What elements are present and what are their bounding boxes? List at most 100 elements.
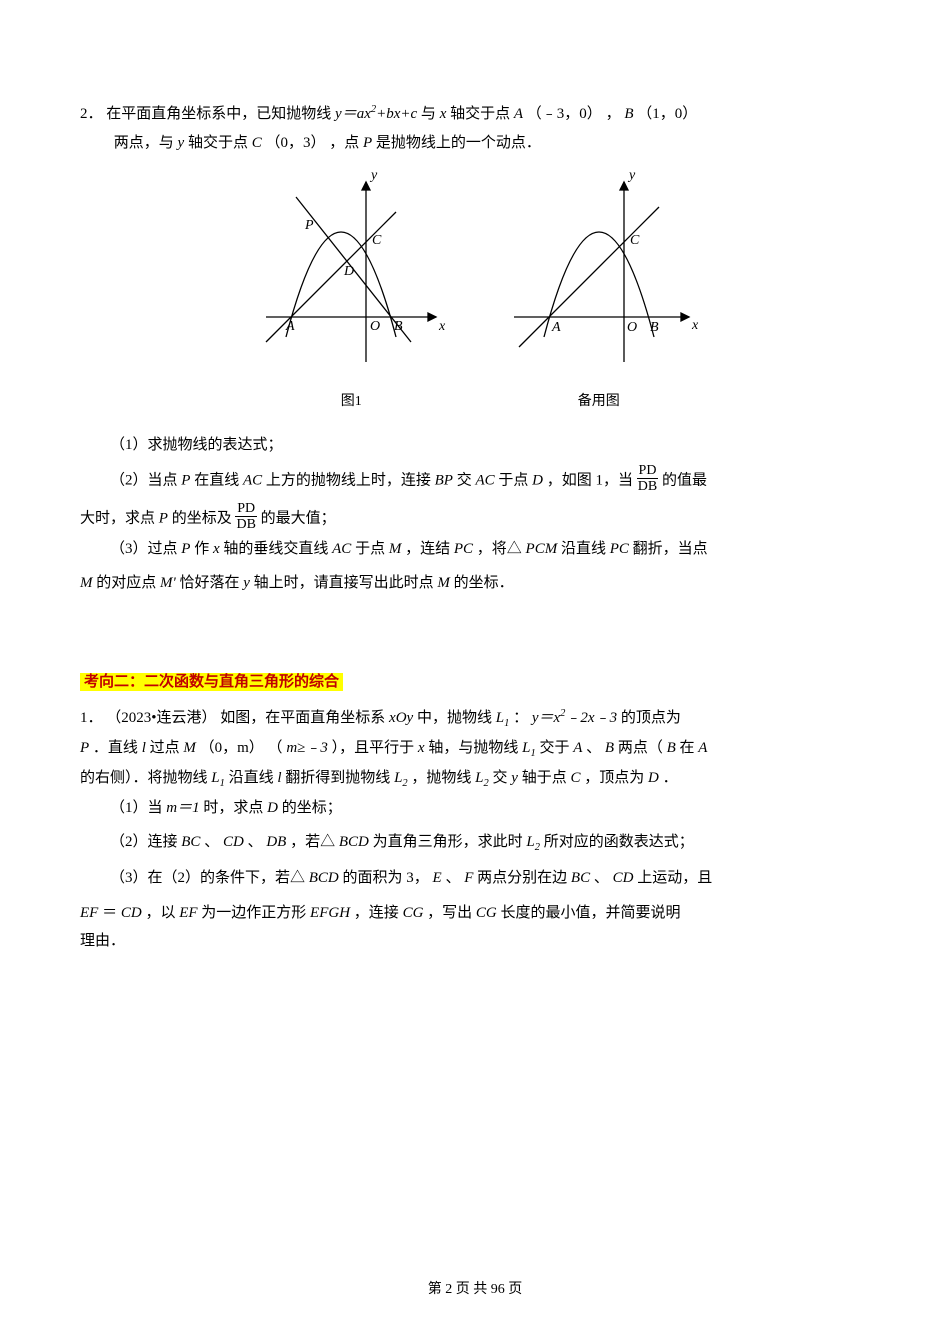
s2q2-c: 为直角三角形，求此时 (373, 834, 527, 850)
q2-f: ，如图 1，当 (547, 472, 637, 488)
s2-q3-line3: 理由． (80, 927, 870, 956)
fig2-o-label: O (627, 320, 637, 335)
fig2-a-label: A (551, 320, 561, 335)
problem-2: 2． 在平面直角坐标系中，已知抛物线 y＝ax2+bx+c 与 x 轴交于点 A… (80, 100, 870, 157)
s2-L2b: L2 (475, 770, 489, 786)
s2-q3-line2: EF ＝ CD ，以 EF 为一边作正方形 EFGH ，连接 CG ，写出 CG… (80, 899, 870, 928)
fig1-c-label: C (372, 233, 382, 248)
line2-a: 两点，与 (114, 135, 178, 151)
s2q2-bc: BC (181, 834, 200, 850)
s2-l2c: 过点 (150, 740, 184, 756)
q3-pc: PC (454, 541, 473, 557)
p2-q1: （1）求抛物线的表达式； (110, 431, 870, 460)
s2q2-bcd: BCD (339, 834, 369, 850)
q3-l2-b: 的对应点 (96, 575, 160, 591)
s2q3-cg2: CG (476, 905, 497, 921)
s2q1-a: （1）当 (110, 800, 166, 816)
q3-ac: AC (332, 541, 351, 557)
s2-x: x (418, 740, 425, 756)
frac1-den: DB (637, 479, 658, 494)
q2-ac: AC (243, 472, 262, 488)
s2-mcoord: （0，m） (200, 740, 264, 756)
frac1-num: PD (637, 463, 658, 479)
s2q2-cd: CD (223, 834, 244, 850)
fig2-y-label: y (627, 168, 636, 183)
s2-C: C (570, 770, 580, 786)
fig2-x-label: x (691, 318, 699, 333)
fig2-c-label: C (630, 233, 640, 248)
q3-y: y (243, 575, 250, 591)
a-coord: （﹣3，0） (527, 106, 602, 122)
s2-D: D (648, 770, 659, 786)
q2-bp: BP (435, 472, 453, 488)
s2-l2b: ．直线 (93, 740, 142, 756)
q3-c: 轴的垂线交直线 (223, 541, 332, 557)
q3-e: ，连结 (405, 541, 454, 557)
stem-a: 在平面直角坐标系中，已知抛物线 (106, 106, 335, 122)
q2-l2-c: 的最大值； (261, 510, 336, 526)
s2-l3d: ，抛物线 (411, 770, 475, 786)
q3-f: ，将△ (477, 541, 522, 557)
q2-g: 的值最 (662, 472, 707, 488)
section-header: 考向二：二次函数与直角三角形的综合 (80, 673, 343, 691)
s2q3-e: E (433, 870, 442, 886)
s2q3-l2d: ，连接 (354, 905, 403, 921)
s2-l1: L1 (496, 710, 510, 726)
s2-l2: l (277, 770, 281, 786)
comma: ， (606, 106, 621, 122)
q3-x: x (213, 541, 220, 557)
s2q3-f: F (464, 870, 473, 886)
q3-d: 于点 (355, 541, 389, 557)
s2-A: A (573, 740, 582, 756)
s2-B: B (605, 740, 614, 756)
s2-p1: 1． （2023•连云港） 如图，在平面直角坐标系 xOy 中，抛物线 L1 ：… (80, 704, 870, 794)
line2-d: 是抛物线上的一个动点． (376, 135, 541, 151)
fig2-b-label: B (650, 320, 659, 335)
q3-p: P (181, 541, 190, 557)
s2-l2g: 交于 (539, 740, 573, 756)
formula: y＝ax2+bx+c (335, 106, 417, 122)
point-b: B (624, 106, 633, 122)
fig1-p-label: P (304, 218, 314, 233)
s2-formula: y＝x2﹣2x﹣3 (532, 710, 617, 726)
q3-l2-d: 轴上时，请直接写出此时点 (254, 575, 438, 591)
s2q3-l2c: 为一边作正方形 (201, 905, 310, 921)
page-footer: 第 2 页 共 96 页 (0, 1277, 950, 1304)
s2-y: y (511, 770, 518, 786)
s2-c: ： (513, 710, 528, 726)
s2q3-a: （3）在（2）的条件下，若△ (110, 870, 305, 886)
s2q1-b: 时，求点 (203, 800, 267, 816)
s2-b: 中，抛物线 (417, 710, 496, 726)
c-coord: （0，3） (265, 135, 325, 151)
frac2-den: DB (235, 517, 256, 532)
fig1-caption: 图1 (246, 389, 456, 416)
s2q1-cond: m＝1 (166, 800, 199, 816)
s2-l1c: L1 (211, 770, 225, 786)
s2-l2f: 轴，与抛物线 (428, 740, 522, 756)
s2-l3c: 翻折得到抛物线 (285, 770, 394, 786)
fig1-x-label: x (438, 319, 446, 334)
stem-b: 与 (421, 106, 440, 122)
q3-a: （3）过点 (110, 541, 181, 557)
s2-L2: L2 (394, 770, 408, 786)
line2-c: ，点 (329, 135, 363, 151)
frac-pd-db-2: PD DB (235, 501, 256, 533)
q3-m2: M (437, 575, 450, 591)
q3-l2-c: 恰好落在 (179, 575, 243, 591)
s2q3-l2e: ，写出 (427, 905, 476, 921)
point-p: P (363, 135, 372, 151)
s2-l2d: （ (268, 740, 283, 756)
s2-num: 1． (80, 710, 103, 726)
s2q2-a: （2）连接 (110, 834, 181, 850)
s2q3-c1: 、 (445, 870, 460, 886)
q3-l2-e: 的坐标． (454, 575, 514, 591)
stem-c: 轴交于点 (450, 106, 514, 122)
s2q3-bcd: BCD (309, 870, 339, 886)
q3-pcm: PCM (526, 541, 558, 557)
s2-d: 的顶点为 (621, 710, 681, 726)
s2q3-b: 的面积为 3， (343, 870, 429, 886)
s2-l3b: 沿直线 (229, 770, 278, 786)
point-c: C (252, 135, 262, 151)
s2q2-db: DB (266, 834, 286, 850)
s2q3-ef: EF (80, 905, 98, 921)
